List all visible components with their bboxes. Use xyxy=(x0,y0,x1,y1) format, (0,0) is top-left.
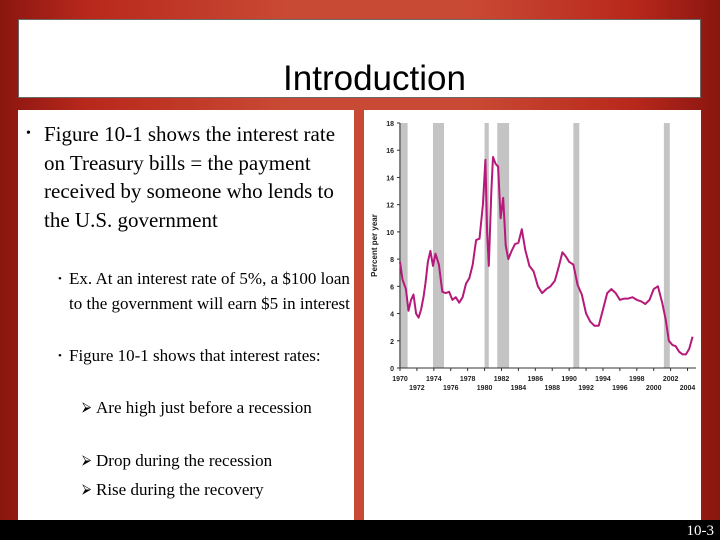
x-tick-label: 1978 xyxy=(460,376,476,383)
x-tick-label: 1996 xyxy=(612,385,628,392)
sub-bullet: • Ex. At an interest rate of 5%, a $100 … xyxy=(58,267,350,316)
y-axis-label: Percent per year xyxy=(370,214,379,277)
arrow-bullet-icon: ⮚ xyxy=(82,400,92,415)
recession-band xyxy=(573,123,580,368)
x-tick-label: 1982 xyxy=(494,376,510,383)
x-tick-label: 2002 xyxy=(663,376,679,383)
x-tick-label: 1984 xyxy=(511,385,527,392)
sub-bullet-text: Ex. At an interest rate of 5%, a $100 lo… xyxy=(69,269,350,313)
x-tick-label: 1972 xyxy=(409,385,425,392)
title-box: Introduction xyxy=(18,19,701,98)
x-tick-label: 1988 xyxy=(544,385,560,392)
arrow-bullet-icon: ⮚ xyxy=(82,482,92,497)
sub-bullet: • Figure 10-1 shows that interest rates: xyxy=(58,344,350,369)
y-tick-label: 6 xyxy=(390,284,394,291)
recession-band xyxy=(663,123,670,368)
y-tick-label: 16 xyxy=(386,148,394,155)
x-tick-label: 1992 xyxy=(578,385,594,392)
y-tick-label: 18 xyxy=(386,121,394,128)
recession-band xyxy=(399,123,408,368)
bottom-bar: 10-3 xyxy=(0,520,720,540)
x-tick-label: 1974 xyxy=(426,376,442,383)
recession-band xyxy=(484,123,489,368)
x-tick-label: 1970 xyxy=(392,376,408,383)
x-tick-label: 2000 xyxy=(646,385,662,392)
slide-number: 10-3 xyxy=(686,523,715,539)
x-tick-label: 2004 xyxy=(680,385,696,392)
interest-rate-line xyxy=(399,156,694,356)
y-tick-label: 2 xyxy=(390,339,394,346)
slide-title: Introduction xyxy=(283,59,466,98)
arrow-bullet-icon: ⮚ xyxy=(82,453,92,468)
bullet-dot-icon: • xyxy=(58,350,62,362)
x-tick-label: 1998 xyxy=(629,376,645,383)
arrow-bullet: ⮚ Rise during the recovery xyxy=(82,478,348,503)
x-tick-label: 1994 xyxy=(595,376,611,383)
arrow-bullet-text: Are high just before a recession xyxy=(96,398,312,417)
x-tick-label: 1980 xyxy=(477,385,493,392)
chart-panel: 0 2 4 6 8 10 12 14 16 18 Percent per year 1970 1974 1… xyxy=(364,110,701,520)
recession-band xyxy=(497,123,510,368)
bullet-main: • Figure 10-1 shows the interest rate on… xyxy=(26,120,348,234)
arrow-bullet-text: Drop during the recession xyxy=(96,451,273,470)
bullet-dot-icon: • xyxy=(26,126,31,141)
x-tick-label: 1976 xyxy=(443,385,459,392)
bullet-dot-icon: • xyxy=(58,273,62,285)
x-tick-label: 1990 xyxy=(561,376,577,383)
sub-bullet-text: Figure 10-1 shows that interest rates: xyxy=(69,346,321,365)
text-panel: • Figure 10-1 shows the interest rate on… xyxy=(18,110,354,520)
y-tick-label: 4 xyxy=(390,312,394,319)
y-tick-label: 0 xyxy=(390,366,394,373)
x-tick-label: 1986 xyxy=(528,376,544,383)
recession-band xyxy=(432,123,444,368)
y-tick-label: 8 xyxy=(390,257,394,264)
bullet-main-text: Figure 10-1 shows the interest rate on T… xyxy=(44,122,336,232)
y-tick-label: 12 xyxy=(386,203,394,210)
y-tick-label: 10 xyxy=(386,230,394,237)
arrow-bullet: ⮚ Drop during the recession xyxy=(82,449,348,474)
y-tick-label: 14 xyxy=(386,175,394,182)
arrow-bullet: ⮚ Are high just before a recession xyxy=(82,396,348,421)
arrow-bullet-text: Rise during the recovery xyxy=(96,480,264,499)
